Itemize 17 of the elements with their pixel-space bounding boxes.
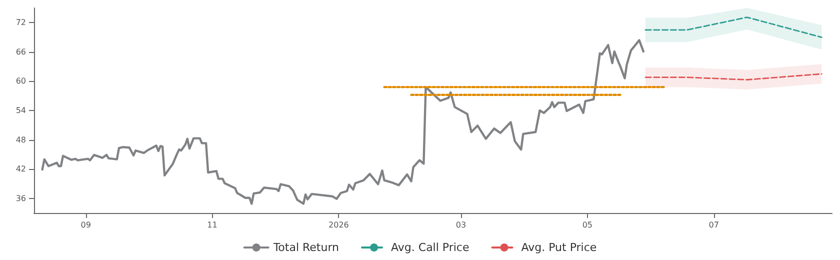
y-tick-label: 60 bbox=[16, 76, 26, 86]
x-tick-label: 2026 bbox=[328, 220, 349, 230]
legend-label: Avg. Call Price bbox=[391, 241, 470, 254]
x-tick-label: 09 bbox=[80, 220, 91, 230]
line-series bbox=[41, 39, 644, 205]
x-tick-label: 05 bbox=[582, 220, 593, 230]
legend-label: Total Return bbox=[272, 241, 340, 254]
y-tick-label: 48 bbox=[16, 135, 26, 144]
y-tick-label: 66 bbox=[16, 47, 26, 56]
legend-label: Avg. Put Price bbox=[521, 241, 597, 254]
x-tick-label: 11 bbox=[207, 220, 218, 230]
y-tick-label: 54 bbox=[16, 106, 26, 115]
y-tick-label: 36 bbox=[16, 194, 26, 203]
x-tick-label: 03 bbox=[456, 220, 466, 230]
x-tick-label: 07 bbox=[708, 220, 719, 230]
y-tick-label: 72 bbox=[16, 18, 26, 28]
y-tick-label: 42 bbox=[16, 164, 26, 174]
